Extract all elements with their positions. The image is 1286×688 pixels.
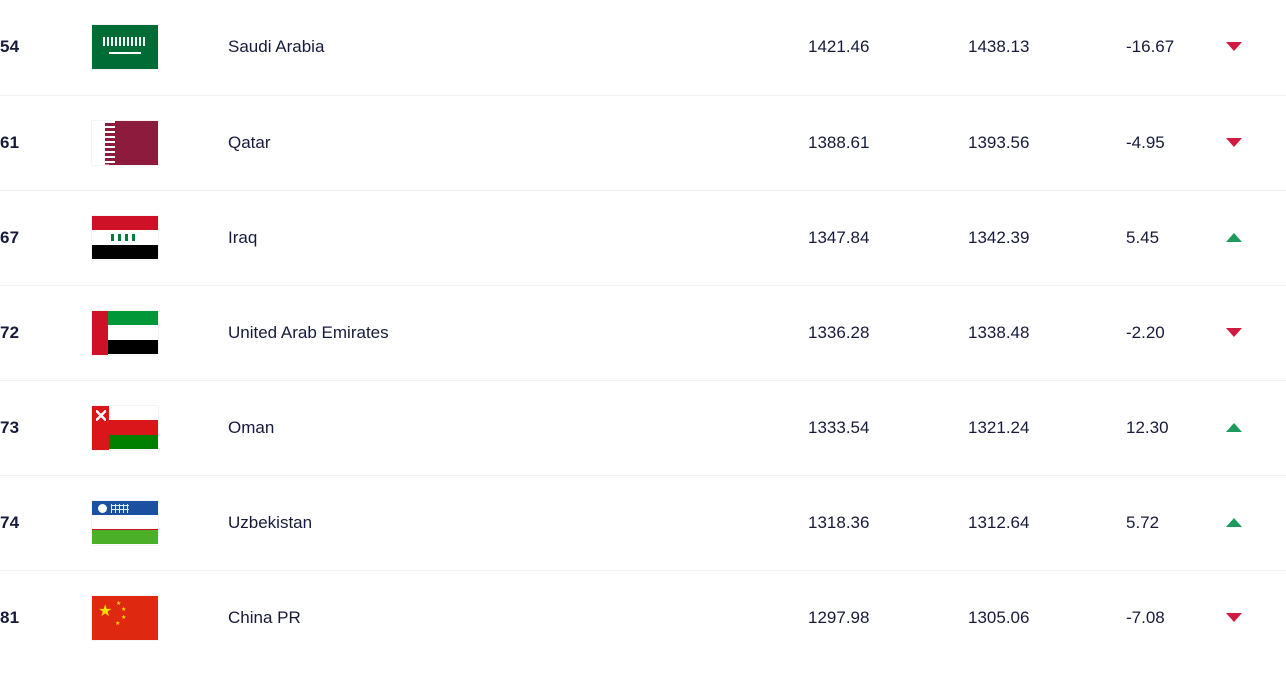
rank-value: 73: [0, 417, 20, 437]
change-value: 5.72: [1126, 512, 1160, 532]
flag-united-arab-emirates-icon: [92, 310, 158, 355]
flag-cell: [92, 95, 228, 190]
table-row[interactable]: 61 Qatar 1388.61 1393.56 -4.95: [0, 95, 1286, 190]
triangle-up-icon: [1226, 232, 1242, 242]
change-value: 5.45: [1126, 227, 1160, 247]
flag-oman-icon: [92, 405, 158, 450]
triangle-down-icon: [1226, 327, 1242, 337]
table-row[interactable]: 72 United Arab Emirates 1336.28 1338.48 …: [0, 285, 1286, 380]
table-row[interactable]: 74 Uzbekistan 1318.36 1312.64 5.72: [0, 475, 1286, 570]
trend-cell: [1226, 475, 1286, 570]
change-value: -16.67: [1126, 37, 1175, 57]
points-value: 1333.54: [808, 417, 870, 437]
rank-value: 81: [0, 607, 20, 627]
rank-value: 67: [0, 227, 20, 247]
team-name[interactable]: Uzbekistan: [228, 512, 313, 532]
triangle-down-icon: [1226, 612, 1242, 622]
ranking-table: 54 Saudi Arabia 1421.46 1438.13 -16.67 6…: [0, 0, 1286, 665]
points-value: 1421.46: [808, 37, 870, 57]
table-row[interactable]: 81 China PR 1297.98 1305.06 -7.08: [0, 570, 1286, 665]
trend-cell: [1226, 190, 1286, 285]
change-value: -2.20: [1126, 322, 1165, 342]
team-name[interactable]: Qatar: [228, 132, 271, 152]
flag-cell: [92, 190, 228, 285]
trend-cell: [1226, 380, 1286, 475]
triangle-up-icon: [1226, 517, 1242, 527]
triangle-down-icon: [1226, 137, 1242, 147]
previous-points-value: 1321.24: [968, 417, 1030, 437]
team-name[interactable]: Saudi Arabia: [228, 37, 325, 57]
triangle-up-icon: [1226, 422, 1242, 432]
previous-points-value: 1312.64: [968, 512, 1030, 532]
table-row[interactable]: 67 Iraq 1347.84 1342.39 5.45: [0, 190, 1286, 285]
previous-points-value: 1393.56: [968, 132, 1030, 152]
previous-points-value: 1438.13: [968, 37, 1030, 57]
team-name[interactable]: Oman: [228, 417, 275, 437]
flag-qatar-icon: [92, 120, 158, 165]
flag-uzbekistan-icon: [92, 500, 158, 545]
trend-cell: [1226, 285, 1286, 380]
team-name[interactable]: China PR: [228, 607, 301, 627]
points-value: 1336.28: [808, 322, 870, 342]
points-value: 1297.98: [808, 607, 870, 627]
table-row[interactable]: 54 Saudi Arabia 1421.46 1438.13 -16.67: [0, 0, 1286, 95]
flag-iraq-icon: [92, 215, 158, 260]
points-value: 1388.61: [808, 132, 870, 152]
rank-value: 61: [0, 132, 20, 152]
table-row[interactable]: 73 Oman 1333.54 1321.24 12.30: [0, 380, 1286, 475]
team-name[interactable]: United Arab Emirates: [228, 322, 389, 342]
flag-china-pr-icon: [92, 595, 158, 640]
flag-cell: [92, 475, 228, 570]
flag-cell: [92, 380, 228, 475]
rank-value: 74: [0, 512, 20, 532]
change-value: -4.95: [1126, 132, 1165, 152]
flag-cell: [92, 285, 228, 380]
points-value: 1347.84: [808, 227, 870, 247]
flag-saudi-arabia-icon: [92, 25, 158, 70]
trend-cell: [1226, 570, 1286, 665]
triangle-down-icon: [1226, 42, 1242, 52]
trend-cell: [1226, 95, 1286, 190]
points-value: 1318.36: [808, 512, 870, 532]
change-value: -7.08: [1126, 607, 1165, 627]
previous-points-value: 1342.39: [968, 227, 1030, 247]
rank-value: 54: [0, 37, 20, 57]
flag-cell: [92, 0, 228, 95]
previous-points-value: 1305.06: [968, 607, 1030, 627]
team-name[interactable]: Iraq: [228, 227, 258, 247]
rank-value: 72: [0, 322, 20, 342]
change-value: 12.30: [1126, 417, 1169, 437]
flag-cell: [92, 570, 228, 665]
trend-cell: [1226, 0, 1286, 95]
previous-points-value: 1338.48: [968, 322, 1030, 342]
